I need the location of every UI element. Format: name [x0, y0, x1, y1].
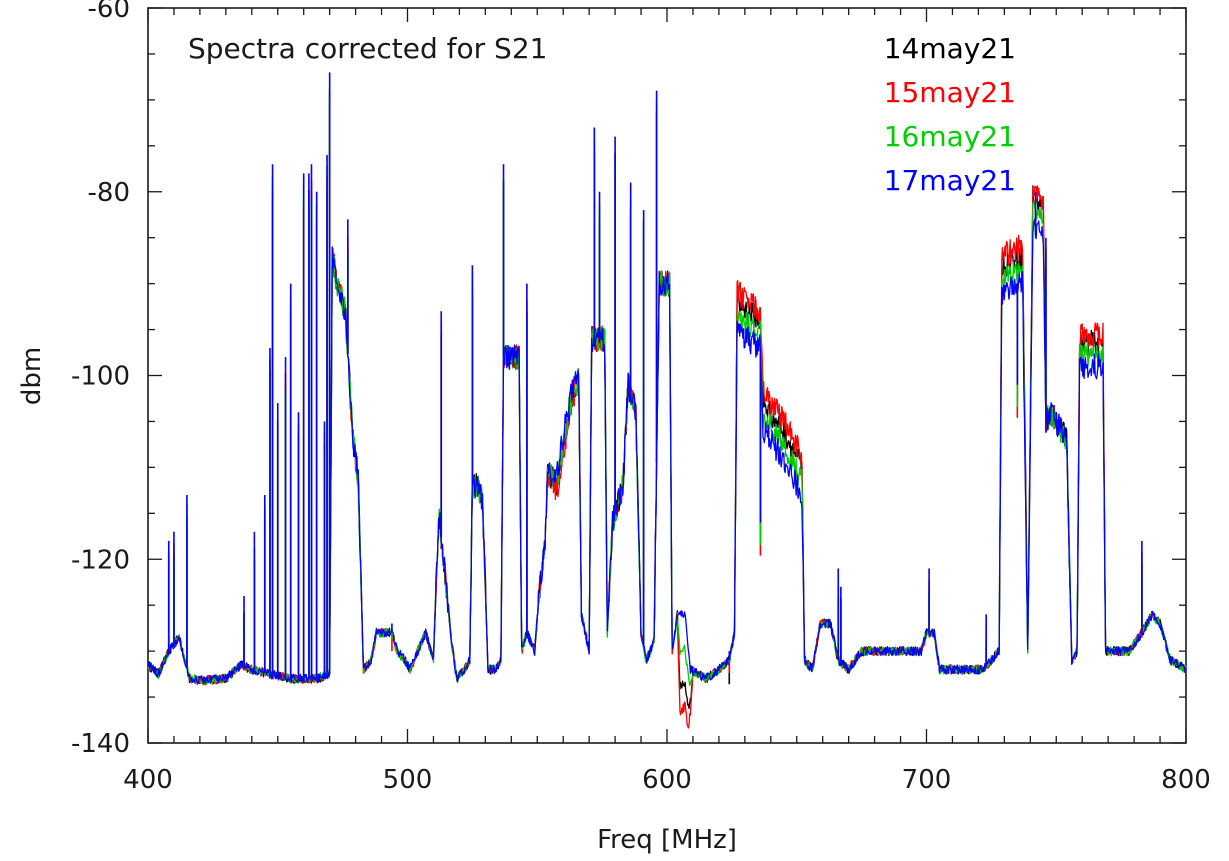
legend: 14may21 15may21 16may21 17may21 [884, 32, 1016, 197]
tick-labels: 400 500 600 700 800 -140 -120 -100 -80 -60 [71, 0, 1211, 795]
x-tick-label: 600 [642, 765, 692, 795]
x-axis-title: Freq [MHz] [597, 825, 737, 855]
axis-ticks [147, 7, 1187, 744]
legend-entry: 16may21 [884, 120, 1016, 153]
y-tick-label: -80 [88, 178, 130, 208]
y-tick-label: -60 [88, 0, 130, 24]
annotation-text: Spectra corrected for S21 [188, 32, 547, 65]
series-line-16may21 [147, 200, 1187, 687]
legend-entry: 15may21 [884, 76, 1016, 109]
series-lines [147, 72, 1187, 729]
x-tick-label: 500 [383, 765, 433, 795]
y-tick-label: -120 [71, 545, 130, 575]
x-tick-label: 800 [1161, 765, 1211, 795]
x-tick-label: 700 [902, 765, 952, 795]
x-tick-label: 400 [123, 765, 173, 795]
legend-entry: 17may21 [884, 164, 1016, 197]
y-tick-label: -100 [71, 362, 130, 392]
legend-entry: 14may21 [884, 32, 1016, 65]
y-tick-label: -140 [71, 729, 130, 759]
y-axis-title: dbm [17, 347, 47, 405]
series-line-17may21 [147, 218, 1187, 685]
